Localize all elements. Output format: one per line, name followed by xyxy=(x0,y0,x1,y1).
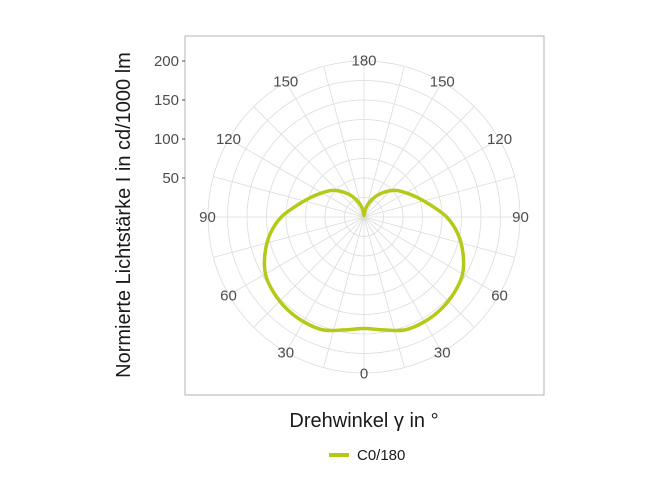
series-line-c0-180 xyxy=(262,188,466,333)
grid-spoke xyxy=(363,138,500,218)
angle-tick-label: 180 xyxy=(351,53,376,70)
angle-tick-label: 30 xyxy=(277,345,294,362)
angle-labels: 180 150 120 90 60 30 0 30 60 90 120 150 xyxy=(199,53,529,383)
grid-spoke xyxy=(213,216,365,258)
grid-spoke xyxy=(363,66,405,218)
grid-spoke xyxy=(253,106,365,218)
radial-tick-label: 50 xyxy=(162,170,179,187)
radial-tick-label: 100 xyxy=(154,131,179,148)
grid-spoke xyxy=(285,216,365,353)
angle-tick-label: 150 xyxy=(273,73,298,90)
angle-tick-label: 90 xyxy=(199,209,216,226)
grid-spoke xyxy=(228,138,365,218)
grid-spoke xyxy=(363,216,500,296)
x-axis-title: Drehwinkel γ in ° xyxy=(289,410,438,432)
grid-spoke xyxy=(363,106,475,218)
grid-spoke xyxy=(363,176,515,218)
legend-label-c0-180: C0/180 xyxy=(357,447,405,464)
grid-spoke xyxy=(228,216,365,296)
legend: C0/180 xyxy=(329,447,405,464)
angle-tick-label: 90 xyxy=(512,209,529,226)
grid-spoke xyxy=(363,216,475,328)
angle-tick-label: 150 xyxy=(430,73,455,90)
grid-spoke xyxy=(363,216,405,368)
angle-tick-label: 0 xyxy=(360,366,368,383)
grid-spoke xyxy=(323,216,365,368)
polar-grid xyxy=(207,60,521,374)
angle-tick-label: 60 xyxy=(220,287,237,304)
radial-tick-label: 200 xyxy=(154,53,179,70)
y-axis-title: Normierte Lichtstärke I in cd/1000 lm xyxy=(113,52,135,378)
grid-spoke xyxy=(363,216,443,353)
grid-spoke xyxy=(323,66,365,218)
curve-layer xyxy=(262,188,466,333)
angle-tick-label: 120 xyxy=(487,131,512,148)
angle-tick-label: 60 xyxy=(491,287,508,304)
radial-labels: 50 100 150 200 xyxy=(154,53,185,187)
radial-tick-label: 150 xyxy=(154,92,179,109)
angle-tick-label: 30 xyxy=(434,345,451,362)
angle-tick-label: 120 xyxy=(216,131,241,148)
grid-spoke xyxy=(363,216,515,258)
grid-spoke xyxy=(213,176,365,218)
grid-spoke xyxy=(253,216,365,328)
